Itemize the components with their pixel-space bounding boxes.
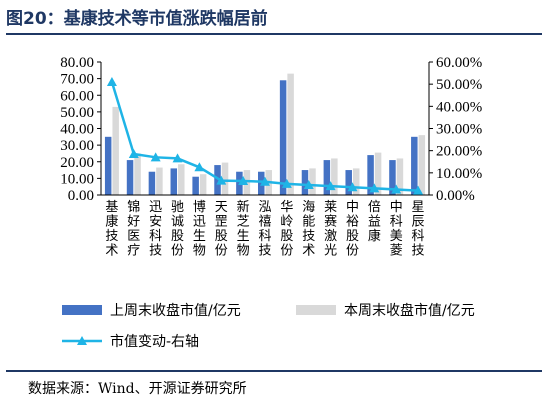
bar-current-week (279, 80, 287, 195)
left-tick-label: 60.00 (60, 88, 94, 104)
line-layer (106, 76, 424, 195)
change-marker (369, 183, 380, 193)
category-label: 莱赛激光 (324, 200, 337, 259)
change-marker (413, 185, 424, 195)
change-marker (106, 76, 117, 86)
legend-label-current-week: 上周末收盘市值/亿元 (110, 302, 241, 319)
bar-current-week (367, 155, 374, 195)
category-label: 驰诚股份 (171, 200, 184, 259)
change-marker (281, 178, 292, 188)
legend-label-last-week: 本周末收盘市值/亿元 (344, 302, 475, 319)
bar-current-week (126, 160, 134, 195)
right-tick-label: 0.00% (436, 188, 475, 204)
bar-current-week (104, 136, 112, 195)
bar-current-week (170, 168, 178, 195)
change-marker (128, 148, 139, 158)
bar-current-week (411, 136, 418, 195)
title-rule (6, 33, 542, 35)
bar-last-week (199, 174, 207, 195)
right-tick-label: 60.00% (436, 55, 482, 71)
category-label: 天罡股份 (215, 200, 228, 259)
category-label: 锦好医疗 (127, 200, 140, 259)
source-note: 数据来源：Wind、开源证券研究所 (28, 381, 247, 397)
bar-current-week (389, 160, 396, 195)
bar-last-week (352, 168, 360, 195)
left-tick-label: 0.00 (68, 188, 94, 204)
change-marker (325, 181, 336, 191)
category-label: 博迅生物 (193, 200, 206, 259)
left-tick-label: 20.00 (60, 155, 94, 171)
left-tick-label: 80.00 (60, 55, 94, 71)
left-tick-label: 50.00 (60, 105, 94, 121)
bar-last-week (418, 135, 426, 195)
change-marker (194, 162, 205, 172)
legend-label-change-line: 市值变动-右轴 (110, 333, 199, 350)
change-marker (238, 176, 249, 186)
legend: 上周末收盘市值/亿元 本周末收盘市值/亿元 市值变动-右轴 (62, 302, 475, 350)
bar-last-week (331, 158, 338, 195)
right-tick-label: 30.00% (436, 122, 482, 138)
bar-current-week (345, 170, 352, 195)
right-tick-label: 20.00% (436, 144, 482, 160)
category-label: 新芝生物 (237, 199, 250, 259)
axes-layer (97, 61, 433, 196)
change-marker (303, 180, 314, 190)
bar-current-week (214, 165, 221, 195)
source-rule (6, 370, 542, 372)
bar-current-week (148, 171, 156, 195)
legend-marker-change-line (77, 336, 87, 345)
category-label: 星辰科技 (412, 200, 425, 259)
bar-last-week (221, 162, 229, 195)
legend-swatch-last-week (296, 305, 336, 315)
category-label: 倍益康 (368, 200, 381, 244)
figure-title: 图20：基康技术等市值涨跌幅居前 (6, 9, 268, 29)
category-label: 海能技术 (302, 200, 315, 259)
category-label: 华岭股份 (280, 200, 293, 259)
legend-swatch-current-week (62, 305, 102, 315)
left-tick-label: 30.00 (60, 138, 94, 154)
right-tick-label: 50.00% (436, 77, 482, 93)
bar-current-week (258, 171, 265, 195)
bar-current-week (301, 170, 309, 195)
bar-last-week (134, 153, 141, 195)
bar-last-week (287, 73, 294, 195)
labels-layer: 0.0010.0020.0030.0040.0050.0060.0070.008… (60, 55, 482, 259)
change-marker (347, 182, 358, 192)
left-tick-label: 40.00 (60, 122, 94, 138)
bar-last-week (309, 168, 316, 195)
change-marker (260, 176, 270, 186)
bar-current-week (323, 160, 331, 195)
change-marker (150, 152, 161, 162)
category-label: 泓禧科技 (258, 200, 271, 259)
category-label: 迅安科技 (149, 200, 162, 259)
bar-current-week (192, 176, 199, 195)
bar-last-week (243, 170, 251, 195)
right-tick-label: 40.00% (436, 99, 482, 115)
left-tick-label: 10.00 (60, 171, 94, 187)
bars-layer (104, 73, 426, 195)
right-tick-label: 10.00% (436, 166, 482, 182)
bar-last-week (112, 106, 119, 195)
category-label: 基康技术 (105, 200, 118, 259)
left-tick-label: 70.00 (60, 72, 94, 88)
category-label: 中科美菱 (390, 200, 403, 259)
change-marker (391, 184, 402, 194)
change-marker (172, 153, 183, 163)
bar-last-week (156, 167, 163, 195)
bar-last-week (178, 164, 185, 195)
bar-last-week (396, 158, 404, 195)
bar-last-week (374, 152, 382, 195)
category-label: 中裕股份 (346, 200, 359, 259)
change-marker (216, 175, 227, 185)
